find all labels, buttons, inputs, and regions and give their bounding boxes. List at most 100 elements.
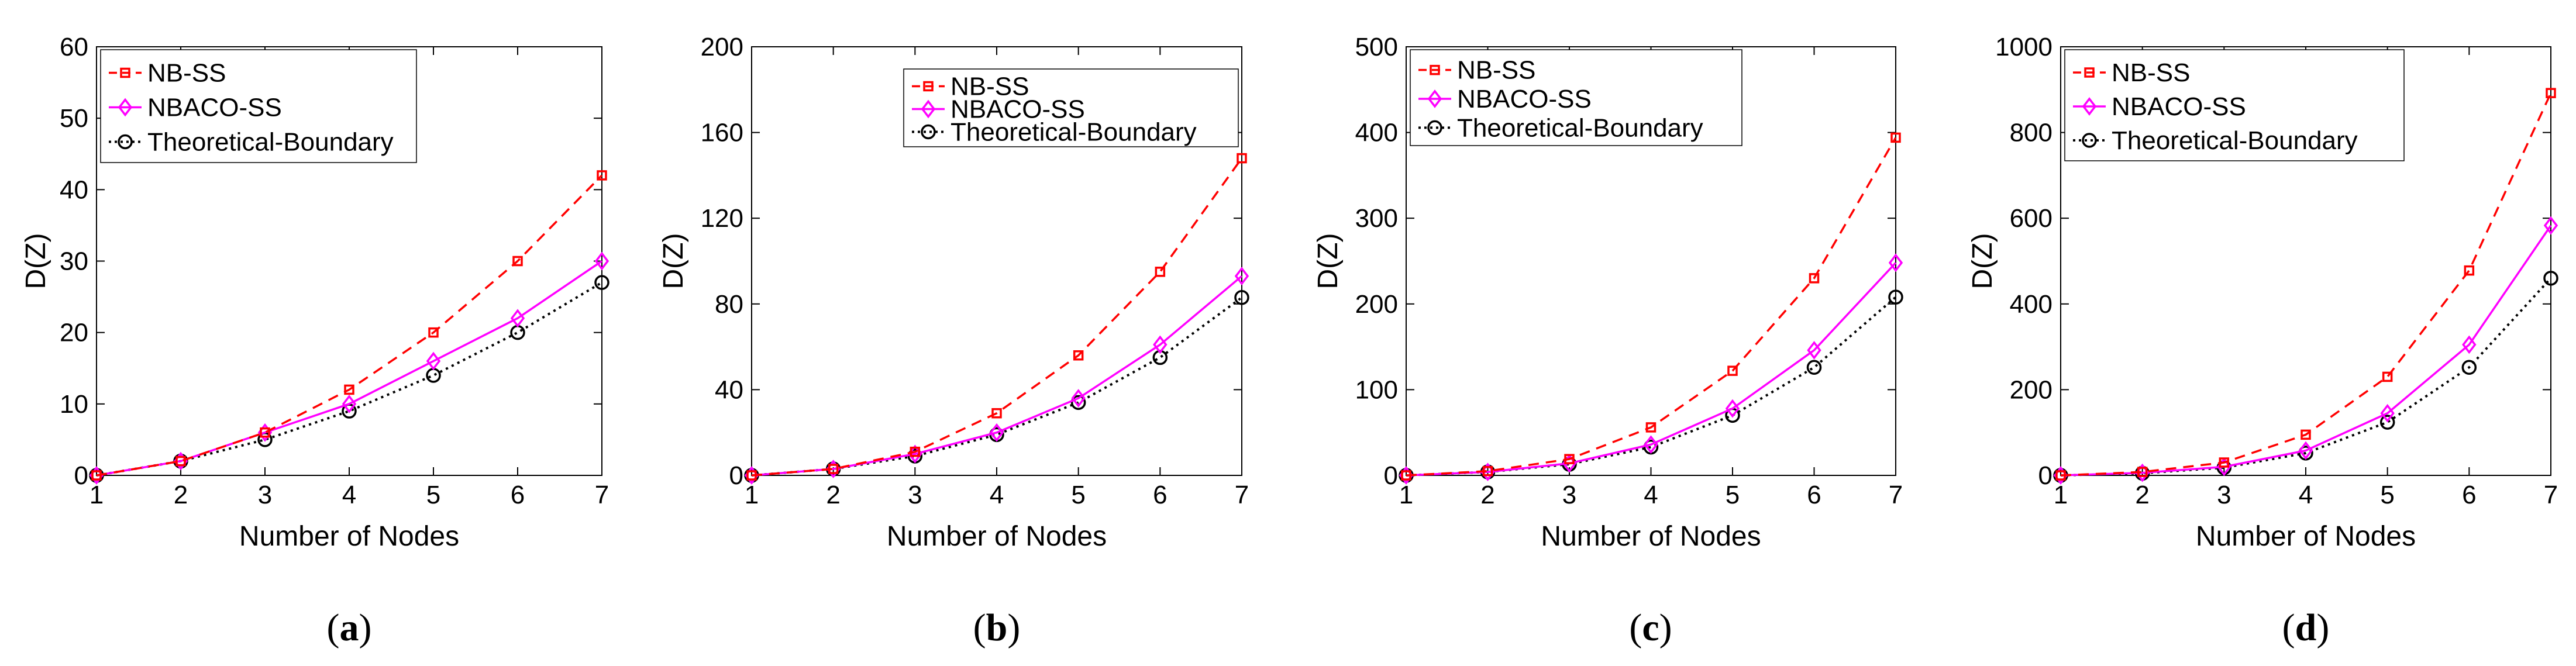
square-marker — [1155, 267, 1166, 277]
diamond-marker — [989, 423, 1004, 442]
square-marker — [260, 427, 270, 438]
y-tick-label: 30 — [60, 247, 88, 276]
caption-open-paren: ( — [327, 606, 340, 649]
series-line — [2060, 225, 2552, 477]
square-marker — [2464, 265, 2475, 276]
square-marker — [1890, 132, 1901, 143]
legend-box — [100, 49, 417, 163]
y-axis-label: D(Z) — [20, 233, 51, 289]
caption-letter: d — [2295, 606, 2317, 649]
y-tick-label: 60 — [60, 33, 88, 61]
square-marker — [910, 446, 921, 457]
y-axis-label: D(Z) — [1967, 233, 1998, 289]
square-marker — [2219, 457, 2230, 468]
chart-panel-d: 1 2 3 4 5 6 7 0 200 400 600 800 1000 Number of Nodes D… — [1967, 33, 2558, 649]
square-marker — [1237, 153, 1247, 164]
y-tick-label: 160 — [701, 119, 743, 147]
y-axis-label: D(Z) — [658, 233, 689, 289]
x-tick-label: 7 — [595, 481, 609, 509]
x-tick-label: 2 — [826, 481, 840, 509]
x-tick-label: 6 — [1153, 481, 1167, 509]
square-marker — [2055, 470, 2066, 481]
y-tick-label: 40 — [60, 175, 88, 204]
diamond-marker — [2298, 441, 2313, 460]
legend-entry-label: NB-SS — [1457, 56, 1535, 85]
y-tick-label: 400 — [1355, 119, 1398, 147]
y-tick-label: 120 — [701, 204, 743, 233]
series-line — [751, 275, 1243, 477]
square-marker — [2301, 429, 2311, 440]
legend-entry-label: Theoretical-Boundary — [950, 118, 1197, 147]
diamond-marker — [342, 394, 357, 413]
diamond-marker — [1427, 89, 1442, 108]
series-nb-ss — [746, 153, 1247, 481]
series-line — [96, 174, 603, 477]
legend-box — [1410, 49, 1742, 146]
x-tick-label: 6 — [1807, 481, 1821, 509]
diamond-marker — [921, 99, 936, 119]
diamond-marker — [2082, 97, 2097, 116]
panel-caption: (a) — [327, 606, 372, 649]
panel-caption: (b) — [973, 606, 1021, 649]
circle-marker — [1070, 395, 1086, 410]
circle-marker — [2082, 133, 2097, 148]
diamond-marker — [426, 351, 441, 371]
x-tick-label: 1 — [89, 481, 104, 509]
circle-marker — [1888, 289, 1903, 305]
square-marker — [428, 327, 439, 338]
x-tick-label: 6 — [2462, 481, 2476, 509]
circle-marker — [594, 275, 609, 290]
x-tick-label: 5 — [426, 481, 440, 509]
caption-letter: c — [1642, 606, 1659, 649]
x-tick-label: 1 — [745, 481, 759, 509]
diamond-marker — [2380, 403, 2395, 423]
y-tick-label: 40 — [715, 375, 743, 404]
y-tick-label: 0 — [74, 461, 88, 490]
square-marker — [1482, 465, 1493, 477]
series-nb-ss — [2055, 88, 2556, 481]
square-marker — [1073, 350, 1084, 361]
series-line — [751, 157, 1243, 477]
panel-caption: (d) — [2282, 606, 2330, 649]
caption-open-paren: ( — [973, 606, 986, 649]
legend-entry-label: NB-SS — [147, 59, 226, 88]
diamond-marker — [1071, 389, 1086, 408]
diamond-marker — [2543, 216, 2558, 235]
circle-marker — [921, 124, 936, 140]
x-tick-label: 3 — [258, 481, 272, 509]
square-marker — [923, 81, 934, 92]
legend-entry-label: NBACO-SS — [950, 95, 1085, 124]
square-marker — [1809, 273, 1820, 284]
x-tick-label: 2 — [2135, 481, 2149, 509]
square-marker — [1645, 422, 1657, 433]
x-tick-label: 2 — [1480, 481, 1494, 509]
x-tick-label: 3 — [1562, 481, 1576, 509]
diamond-marker — [1234, 267, 1249, 286]
diamond-marker — [1725, 399, 1740, 418]
chart-panel-a: 1 2 3 4 5 6 7 0 10 20 30 40 50 60 Number of Nodes D(Z) N… — [20, 33, 609, 649]
x-tick-label: 7 — [2544, 481, 2558, 509]
panel-caption: (c) — [1629, 606, 1672, 649]
diamond-marker — [1153, 335, 1168, 354]
x-tick-label: 4 — [342, 481, 356, 509]
square-marker — [1727, 365, 1738, 376]
x-tick-label: 3 — [908, 481, 922, 509]
square-marker — [2382, 371, 2393, 382]
square-marker — [597, 170, 607, 181]
square-marker — [991, 408, 1002, 419]
square-marker — [1401, 470, 1411, 481]
y-tick-label: 0 — [729, 461, 743, 490]
x-tick-label: 7 — [1889, 481, 1903, 509]
caption-close-paren: ) — [2316, 606, 2329, 649]
y-tick-label: 50 — [60, 104, 88, 133]
circle-marker — [2379, 415, 2395, 430]
caption-close-paren: ) — [1659, 606, 1672, 649]
square-marker — [2084, 67, 2095, 78]
legend-entry-label: Theoretical-Boundary — [2112, 126, 2358, 155]
circle-marker — [1806, 360, 1822, 375]
y-tick-label: 10 — [60, 390, 88, 419]
